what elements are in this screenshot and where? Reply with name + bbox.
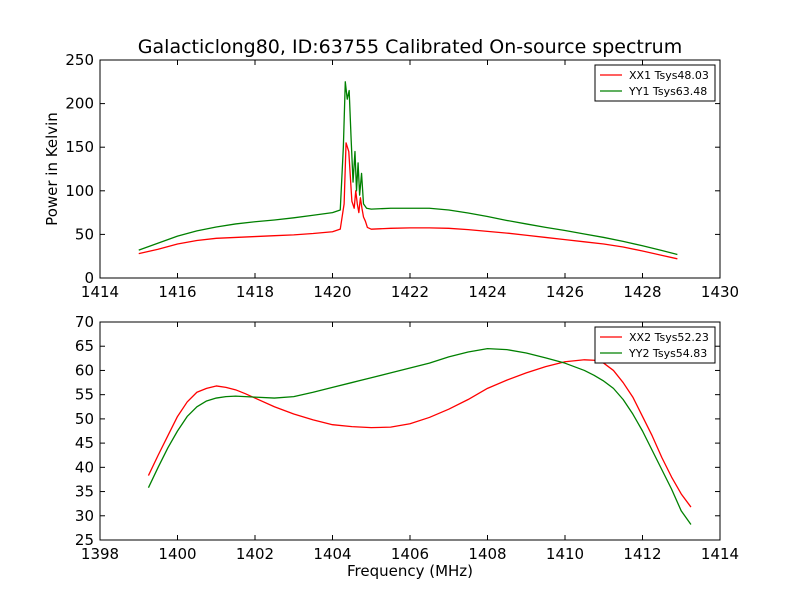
y-tick-label: 50 bbox=[75, 410, 94, 428]
x-tick-label: 1406 bbox=[391, 545, 429, 563]
x-tick-label: 1428 bbox=[623, 283, 661, 301]
y-tick-label: 65 bbox=[75, 337, 94, 355]
x-tick-label: 1418 bbox=[236, 283, 274, 301]
y-tick-label: 40 bbox=[75, 458, 94, 476]
y-tick-label: 60 bbox=[75, 361, 94, 379]
x-tick-label: 1410 bbox=[546, 545, 584, 563]
series-line-1 bbox=[138, 142, 678, 260]
series-line-1 bbox=[147, 359, 692, 508]
y-tick-label: 250 bbox=[65, 51, 94, 69]
legend: XX1 Tsys48.03 YY1 Tsys63.48 bbox=[594, 64, 716, 102]
series-line-2 bbox=[138, 81, 678, 256]
x-tick-label: 1402 bbox=[236, 545, 274, 563]
x-tick-label: 1426 bbox=[546, 283, 584, 301]
legend: XX2 Tsys52.23 YY2 Tsys54.83 bbox=[594, 326, 716, 364]
x-axis-label: Frequency (MHz) bbox=[347, 562, 473, 580]
y-tick-label: 50 bbox=[75, 225, 94, 243]
y-tick-label: 55 bbox=[75, 386, 94, 404]
y-tick-label: 150 bbox=[65, 138, 94, 156]
legend-entry-2: YY1 Tsys63.48 bbox=[628, 85, 707, 98]
legend-box bbox=[594, 64, 716, 102]
x-tick-label: 1420 bbox=[313, 283, 351, 301]
x-tick-label: 1422 bbox=[391, 283, 429, 301]
bottom-chart: 1398 1400 1402 1404 1406 1408 1410 1412 1414 25 30… bbox=[75, 313, 739, 580]
y-tick-label: 35 bbox=[75, 483, 94, 501]
legend-entry-2: YY2 Tsys54.83 bbox=[628, 347, 707, 360]
top-chart: 1414 1416 1418 1420 1422 1424 1426 1428 1430 0 50 1… bbox=[43, 51, 739, 301]
series-line-2 bbox=[147, 347, 692, 525]
x-tick-label: 1400 bbox=[158, 545, 196, 563]
y-tick-label: 200 bbox=[65, 95, 94, 113]
legend-box bbox=[594, 326, 716, 364]
y-tick-label: 45 bbox=[75, 434, 94, 452]
x-tick-label: 1430 bbox=[701, 283, 739, 301]
legend-entry-1: XX1 Tsys48.03 bbox=[629, 69, 709, 82]
x-tick-label: 1414 bbox=[701, 545, 739, 563]
y-tick-label: 70 bbox=[75, 313, 94, 331]
x-tick-label: 1408 bbox=[468, 545, 506, 563]
y-tick-label: 25 bbox=[75, 531, 94, 549]
x-tick-label: 1404 bbox=[313, 545, 351, 563]
legend-entry-1: XX2 Tsys52.23 bbox=[629, 331, 709, 344]
x-tick-label: 1414 bbox=[81, 283, 119, 301]
y-axis-label: Power in Kelvin bbox=[43, 112, 61, 226]
y-tick-label: 100 bbox=[65, 182, 94, 200]
x-tick-label: 1424 bbox=[468, 283, 506, 301]
y-tick-label: 30 bbox=[75, 507, 94, 525]
x-tick-label: 1398 bbox=[81, 545, 119, 563]
chart-title: Galacticlong80, ID:63755 Calibrated On-s… bbox=[138, 36, 682, 58]
x-tick-label: 1412 bbox=[623, 545, 661, 563]
x-tick-label: 1416 bbox=[158, 283, 196, 301]
y-tick-label: 0 bbox=[84, 269, 94, 287]
